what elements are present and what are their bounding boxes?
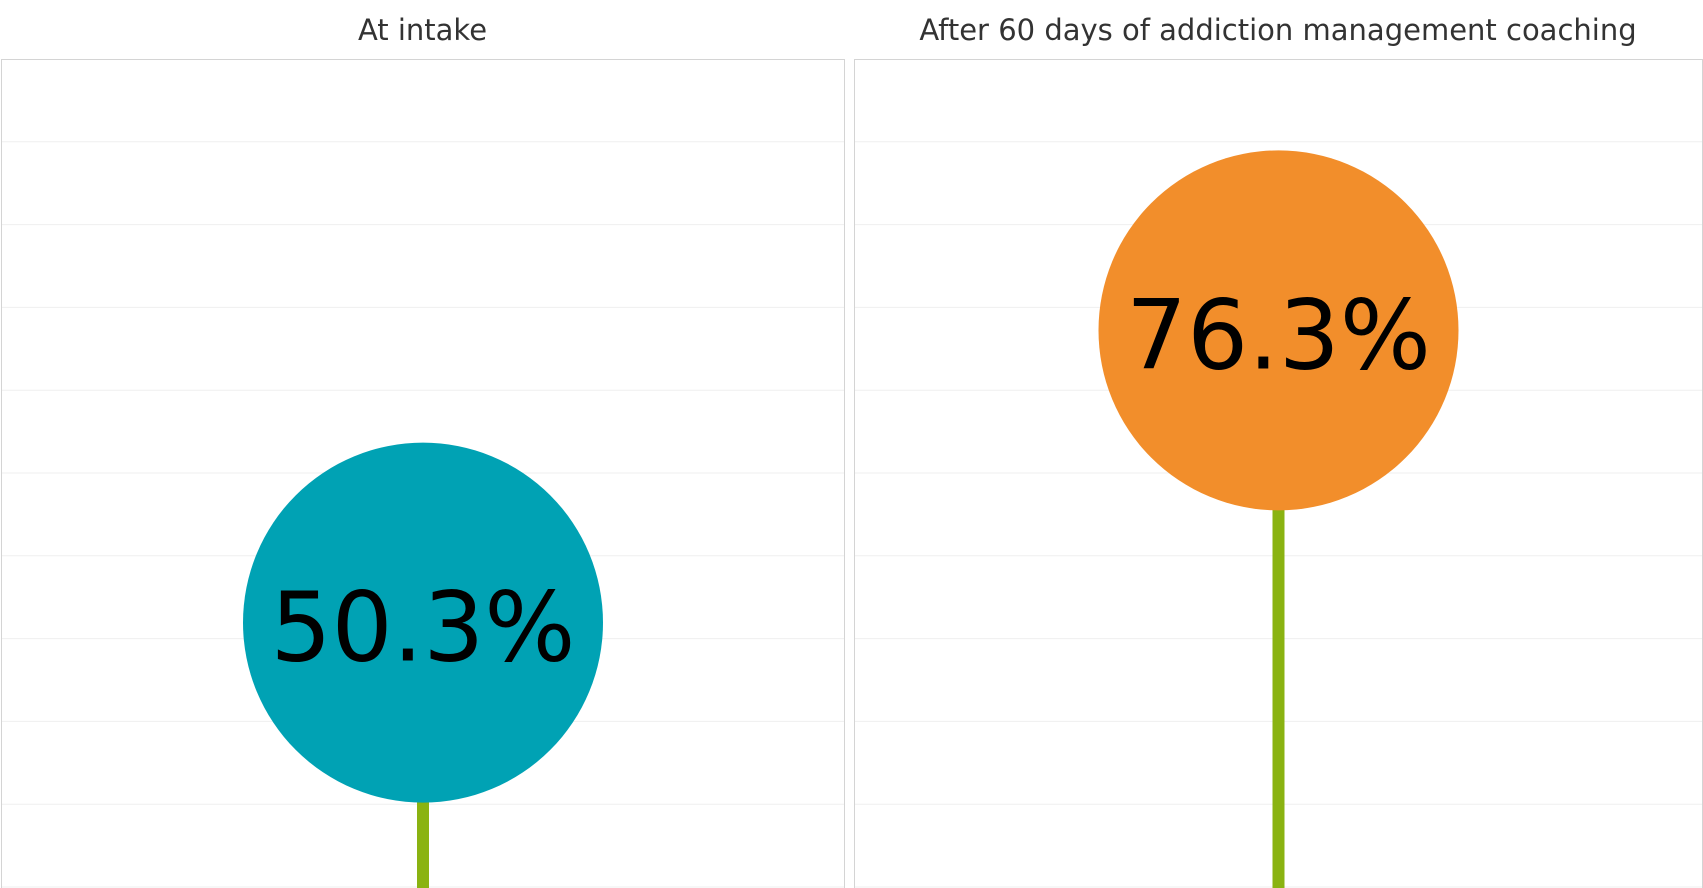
lollipop-circle — [243, 442, 603, 803]
panel-title-after-coaching: After 60 days of addiction management co… — [919, 13, 1637, 47]
value-label: 76.3% — [1126, 279, 1431, 391]
value-label: 50.3% — [271, 572, 576, 684]
panel-title-at-intake: At intake — [357, 13, 488, 47]
lollipop-circle — [1098, 150, 1459, 511]
